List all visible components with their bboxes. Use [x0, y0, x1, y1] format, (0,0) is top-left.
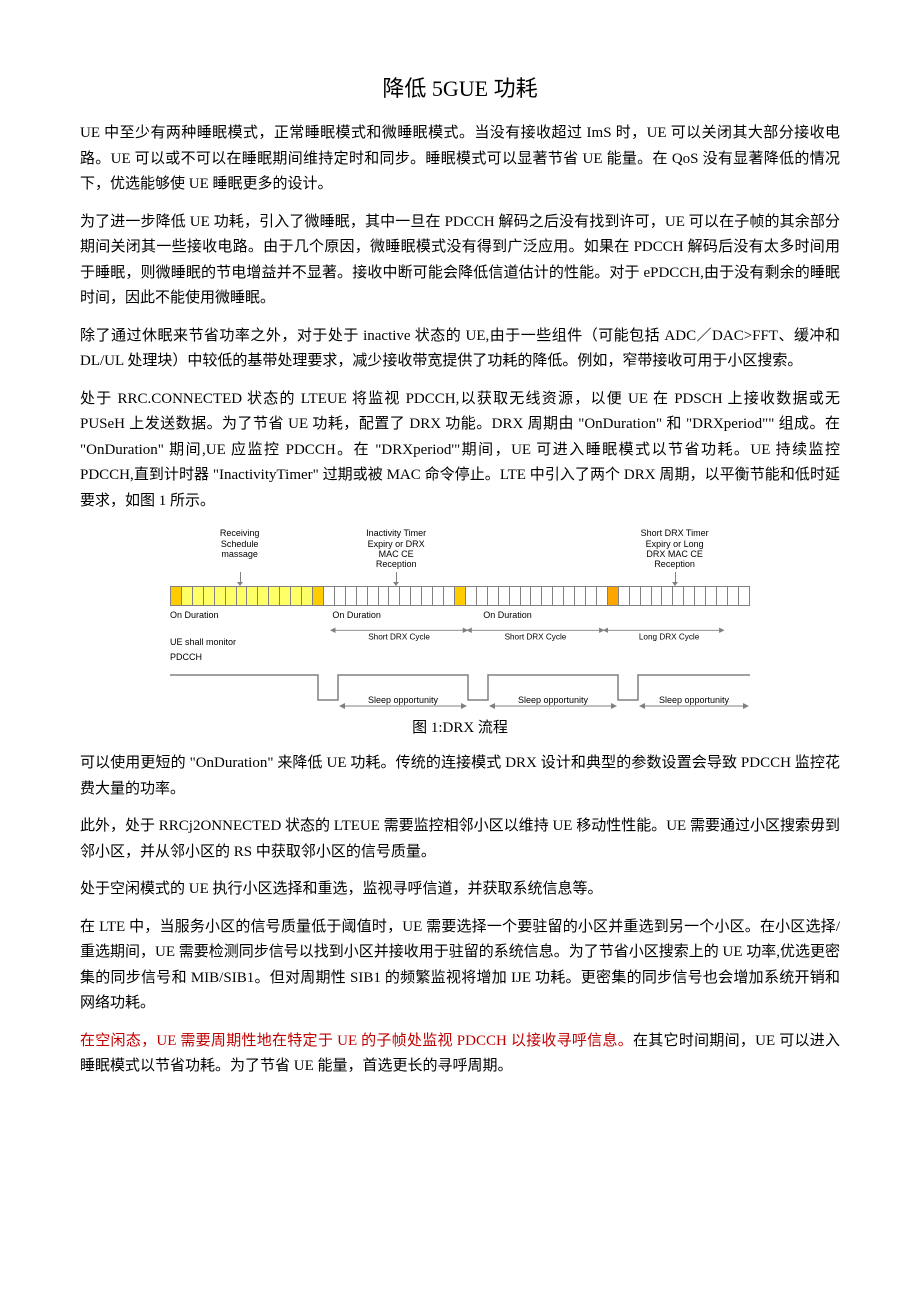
paragraph: 为了进一步降低 UE 功耗，引入了微睡眠，其中一旦在 PDCCH 解码之后没有找…	[80, 210, 840, 312]
drx-cell	[466, 587, 477, 605]
paragraph: 此外，处于 RRCj2ONNECTED 状态的 LTEUE 需要监控相邻小区以维…	[80, 814, 840, 865]
drx-cell	[335, 587, 346, 605]
drx-cell	[521, 587, 532, 605]
drx-cell	[652, 587, 663, 605]
figure-caption: 图 1:DRX 流程	[80, 716, 840, 742]
long-cycle-label: Long DRX Cycle	[639, 632, 700, 641]
drx-cell	[171, 587, 182, 605]
drx-cell	[641, 587, 652, 605]
page-title: 降低 5GUE 功耗	[80, 70, 840, 107]
callout-short-timer: Short DRX TimerExpiry or LongDRX MAC CER…	[599, 528, 750, 569]
drx-cell	[488, 587, 499, 605]
drx-cell	[346, 587, 357, 605]
drx-cell	[510, 587, 521, 605]
drx-cell	[193, 587, 204, 605]
drx-cell	[542, 587, 553, 605]
drx-cell	[717, 587, 728, 605]
paragraph: 在空闲态，UE 需要周期性地在特定于 UE 的子帧处监视 PDCCH 以接收寻呼…	[80, 1029, 840, 1080]
drx-cell	[324, 587, 335, 605]
paragraph: UE 中至少有两种睡眠模式，正常睡眠模式和微睡眠模式。当没有接收超过 ImS 时…	[80, 121, 840, 198]
drx-cell	[422, 587, 433, 605]
drx-cell	[368, 587, 379, 605]
drx-cell	[619, 587, 630, 605]
drx-cell	[739, 587, 749, 605]
drx-cell	[237, 587, 248, 605]
drx-cell	[280, 587, 291, 605]
drx-cell	[357, 587, 368, 605]
paragraph: 处于 RRC.CONNECTED 状态的 LTEUE 将监视 PDCCH,以获取…	[80, 387, 840, 515]
drx-cell	[477, 587, 488, 605]
drx-cell	[247, 587, 258, 605]
figure-callouts: ReceivingSchedulemassage Inactivity Time…	[170, 528, 750, 569]
short-cycle-label: Short DRX Cycle	[368, 632, 430, 641]
drx-cell	[662, 587, 673, 605]
drx-cell	[182, 587, 193, 605]
sleep-label: Sleep opportunity	[368, 695, 439, 705]
drx-cell	[379, 587, 390, 605]
drx-cell	[695, 587, 706, 605]
paragraph: 除了通过休眠来节省功率之外，对于处于 inactive 状态的 UE,由于一些组…	[80, 324, 840, 375]
paragraph: 可以使用更短的 "OnDuration" 来降低 UE 功耗。传统的连接模式 D…	[80, 751, 840, 802]
on-duration-label: On Duration	[483, 608, 750, 623]
drx-cell	[411, 587, 422, 605]
on-duration-label: On Duration	[332, 608, 483, 623]
paragraph: 处于空闲模式的 UE 执行小区选择和重选，监视寻呼信道，并获取系统信息等。	[80, 877, 840, 903]
callout-inactivity: Inactivity TimerExpiry or DRXMAC CERecep…	[309, 528, 483, 569]
drx-cell	[269, 587, 280, 605]
drx-cell	[204, 587, 215, 605]
drx-cell	[684, 587, 695, 605]
highlight-text: 在空闲态，UE 需要周期性地在特定于 UE 的子帧处监视 PDCCH 以接收寻呼…	[80, 1033, 633, 1049]
drx-figure: ReceivingSchedulemassage Inactivity Time…	[170, 528, 750, 709]
drx-cell	[444, 587, 455, 605]
drx-cell	[586, 587, 597, 605]
drx-strip	[170, 586, 750, 606]
drx-cell	[215, 587, 226, 605]
sleep-label: Sleep opportunity	[518, 695, 589, 705]
drx-cell	[433, 587, 444, 605]
drx-cell	[564, 587, 575, 605]
drx-cell	[302, 587, 313, 605]
drx-cell	[608, 587, 619, 605]
drx-cell	[531, 587, 542, 605]
drx-cell	[389, 587, 400, 605]
callout-receiving: ReceivingSchedulemassage	[170, 528, 309, 569]
drx-cell	[291, 587, 302, 605]
callout-arrows	[170, 572, 750, 586]
drx-cell	[455, 587, 466, 605]
drx-cell	[673, 587, 684, 605]
drx-cell	[575, 587, 586, 605]
short-cycle-label: Short DRX Cycle	[505, 632, 567, 641]
drx-cell	[400, 587, 411, 605]
on-duration-label: On Duration	[170, 608, 332, 623]
drx-cell	[728, 587, 739, 605]
drx-cell	[597, 587, 608, 605]
pulse-waveform: Sleep opportunity Sleep opportunity Slee…	[170, 670, 750, 710]
drx-cell	[630, 587, 641, 605]
drx-cell	[553, 587, 564, 605]
paragraph: 在 LTE 中，当服务小区的信号质量低于阈值时，UE 需要选择一个要驻留的小区并…	[80, 915, 840, 1017]
drx-cell	[258, 587, 269, 605]
drx-cell	[226, 587, 237, 605]
drx-cell	[706, 587, 717, 605]
on-duration-labels: On Duration On Duration On Duration	[170, 608, 750, 623]
sleep-label: Sleep opportunity	[659, 695, 730, 705]
drx-cell	[313, 587, 324, 605]
drx-cell	[499, 587, 510, 605]
